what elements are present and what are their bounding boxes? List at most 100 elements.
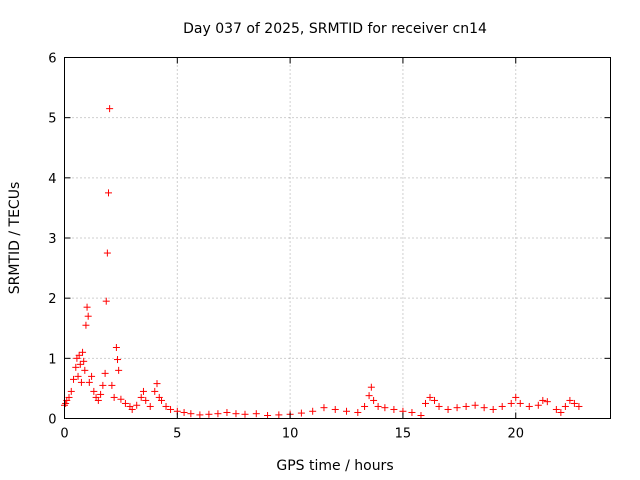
data-point <box>471 401 479 409</box>
data-point <box>153 380 161 388</box>
y-tick-label: 1 <box>48 352 56 367</box>
data-point <box>142 396 150 404</box>
data-point <box>570 399 578 407</box>
y-tick-label: 2 <box>48 292 56 307</box>
data-point <box>232 410 240 418</box>
data-point <box>534 401 542 409</box>
data-point <box>75 351 83 359</box>
data-point <box>498 402 506 410</box>
data-point <box>575 402 583 410</box>
data-point <box>552 405 560 413</box>
data-point <box>117 395 125 403</box>
data-point <box>84 312 92 320</box>
data-point <box>381 404 389 412</box>
data-point <box>162 402 170 410</box>
data-point <box>205 410 213 418</box>
data-point <box>112 344 120 352</box>
data-point <box>82 321 90 329</box>
data-point <box>115 366 123 374</box>
data-point <box>408 408 416 416</box>
data-point <box>343 407 351 415</box>
data-point <box>264 411 272 419</box>
data-point <box>453 404 461 412</box>
data-point <box>566 396 574 404</box>
data-point <box>94 396 102 404</box>
data-point <box>275 411 283 419</box>
data-point <box>374 402 382 410</box>
x-tick-label: 5 <box>173 427 181 442</box>
y-tick-label: 5 <box>48 112 56 127</box>
data-point <box>417 411 425 419</box>
data-point <box>507 399 515 407</box>
data-point <box>421 399 429 407</box>
grid-lines <box>64 57 611 419</box>
data-point <box>65 393 73 401</box>
data-point <box>167 405 175 413</box>
data-point <box>180 408 188 416</box>
y-tick-label: 6 <box>48 52 56 67</box>
data-point <box>543 398 551 406</box>
data-point <box>79 348 87 356</box>
data-point <box>320 404 328 412</box>
data-point <box>444 405 452 413</box>
data-point <box>525 402 533 410</box>
y-axis-label: SRMTID / TECUs <box>7 182 23 295</box>
y-tick-label: 3 <box>48 232 56 247</box>
data-point <box>151 387 159 395</box>
data-point <box>137 393 145 401</box>
data-point <box>99 381 107 389</box>
data-point <box>90 387 98 395</box>
x-tick-label: 10 <box>282 427 299 442</box>
data-point <box>158 396 166 404</box>
data-point <box>80 357 88 365</box>
data-point <box>367 383 375 391</box>
data-point <box>83 303 91 311</box>
chart-title: Day 037 of 2025, SRMTID for receiver cn1… <box>183 21 487 37</box>
data-point <box>72 363 80 371</box>
data-point <box>110 393 118 401</box>
data-point <box>97 390 105 398</box>
data-point <box>252 410 260 418</box>
y-tick-label: 0 <box>48 413 56 428</box>
data-point <box>196 411 204 419</box>
x-tick-label: 0 <box>60 427 68 442</box>
data-point <box>390 405 398 413</box>
data-point <box>426 393 434 401</box>
data-point <box>67 387 75 395</box>
data-point <box>431 396 439 404</box>
data-point <box>62 399 70 407</box>
data-point <box>77 378 85 386</box>
data-point <box>516 399 524 407</box>
data-point <box>121 399 129 407</box>
data-point <box>74 372 82 380</box>
data-point <box>104 189 112 197</box>
data-point <box>241 410 249 418</box>
data-point <box>214 410 222 418</box>
data-point <box>76 360 84 368</box>
data-point <box>512 393 520 401</box>
data-point <box>462 402 470 410</box>
data-point <box>365 392 373 400</box>
x-tick-label: 20 <box>507 427 524 442</box>
y-tick-label: 4 <box>48 172 56 187</box>
data-point <box>88 372 96 380</box>
data-point <box>331 405 339 413</box>
data-point <box>361 402 369 410</box>
data-point <box>354 408 362 416</box>
data-point <box>223 408 231 416</box>
data-point <box>187 410 195 418</box>
data-point <box>309 407 317 415</box>
data-point <box>101 369 109 377</box>
data-point <box>114 356 122 364</box>
data-point <box>146 402 154 410</box>
data-point <box>370 396 378 404</box>
data-point <box>133 401 141 409</box>
data-point <box>103 249 111 257</box>
data-point <box>435 402 443 410</box>
data-point <box>106 105 114 113</box>
data-point <box>557 408 565 416</box>
data-point <box>480 404 488 412</box>
data-point <box>128 405 136 413</box>
data-point <box>539 396 547 404</box>
